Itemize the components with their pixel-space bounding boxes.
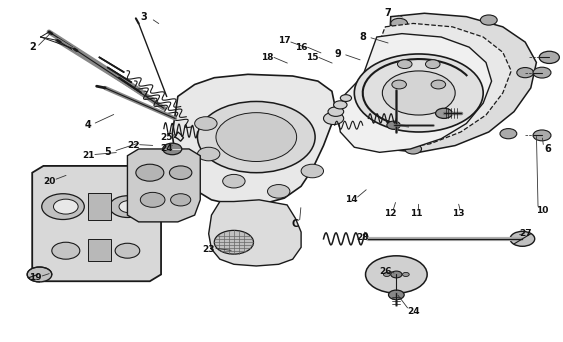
Circle shape <box>328 107 343 116</box>
Circle shape <box>533 67 551 78</box>
Circle shape <box>480 15 497 25</box>
Text: 26: 26 <box>379 266 391 276</box>
Circle shape <box>426 60 440 68</box>
Circle shape <box>171 194 191 206</box>
Circle shape <box>301 164 324 178</box>
Text: 20: 20 <box>43 177 55 186</box>
Text: 9: 9 <box>334 49 341 59</box>
Circle shape <box>52 242 80 259</box>
Circle shape <box>431 80 446 89</box>
Circle shape <box>510 232 535 246</box>
Circle shape <box>517 67 534 78</box>
Circle shape <box>387 121 400 129</box>
Circle shape <box>215 231 253 254</box>
Circle shape <box>539 51 560 64</box>
Polygon shape <box>338 34 491 152</box>
Bar <box>88 193 111 220</box>
Text: 21: 21 <box>82 151 95 160</box>
Text: 27: 27 <box>519 229 531 238</box>
Circle shape <box>334 101 347 109</box>
Circle shape <box>340 95 351 102</box>
Circle shape <box>42 194 84 220</box>
Circle shape <box>163 143 182 155</box>
Circle shape <box>500 129 517 139</box>
Circle shape <box>405 144 422 154</box>
Text: 10: 10 <box>536 206 548 214</box>
Circle shape <box>119 200 139 213</box>
Circle shape <box>397 60 412 68</box>
Circle shape <box>198 102 315 173</box>
Text: 7: 7 <box>385 8 391 18</box>
Circle shape <box>110 196 145 218</box>
Text: 17: 17 <box>278 36 291 45</box>
Text: 5: 5 <box>105 147 111 157</box>
Circle shape <box>533 130 551 141</box>
Circle shape <box>383 273 390 276</box>
Text: 24: 24 <box>407 307 419 316</box>
Polygon shape <box>354 13 537 152</box>
Text: 14: 14 <box>345 195 358 204</box>
Polygon shape <box>209 200 301 266</box>
Circle shape <box>392 80 406 89</box>
Circle shape <box>195 117 217 130</box>
Circle shape <box>223 174 245 188</box>
Circle shape <box>216 113 297 161</box>
Circle shape <box>136 164 164 181</box>
Text: 15: 15 <box>306 53 319 62</box>
Polygon shape <box>346 24 511 149</box>
Text: 6: 6 <box>544 144 551 154</box>
Circle shape <box>140 192 165 207</box>
Text: 13: 13 <box>452 209 464 218</box>
Text: 23: 23 <box>203 245 215 253</box>
Circle shape <box>27 267 52 282</box>
Text: 11: 11 <box>410 209 422 218</box>
Circle shape <box>53 199 78 214</box>
Circle shape <box>436 108 452 118</box>
Text: 16: 16 <box>295 43 307 52</box>
Circle shape <box>391 18 408 28</box>
Circle shape <box>403 273 409 276</box>
Bar <box>88 239 111 261</box>
Circle shape <box>391 271 402 278</box>
Polygon shape <box>172 74 335 205</box>
Circle shape <box>169 166 192 180</box>
Circle shape <box>324 112 343 124</box>
Text: 18: 18 <box>261 53 274 62</box>
Text: 12: 12 <box>385 209 397 218</box>
Circle shape <box>354 54 483 132</box>
Text: 3: 3 <box>141 12 148 22</box>
Circle shape <box>382 71 455 115</box>
Text: 22: 22 <box>127 141 139 150</box>
Text: 28: 28 <box>356 233 369 242</box>
Text: 8: 8 <box>359 32 366 42</box>
Circle shape <box>388 290 404 300</box>
Text: 4: 4 <box>85 120 92 130</box>
Text: 24: 24 <box>160 144 173 154</box>
Text: 19: 19 <box>29 273 41 282</box>
Polygon shape <box>127 149 200 222</box>
Circle shape <box>267 185 290 198</box>
Text: C: C <box>292 219 299 228</box>
Text: 2: 2 <box>29 42 35 52</box>
Circle shape <box>198 147 220 161</box>
Circle shape <box>365 256 427 293</box>
Text: 25: 25 <box>160 133 173 142</box>
Circle shape <box>115 243 140 258</box>
Polygon shape <box>32 166 164 281</box>
